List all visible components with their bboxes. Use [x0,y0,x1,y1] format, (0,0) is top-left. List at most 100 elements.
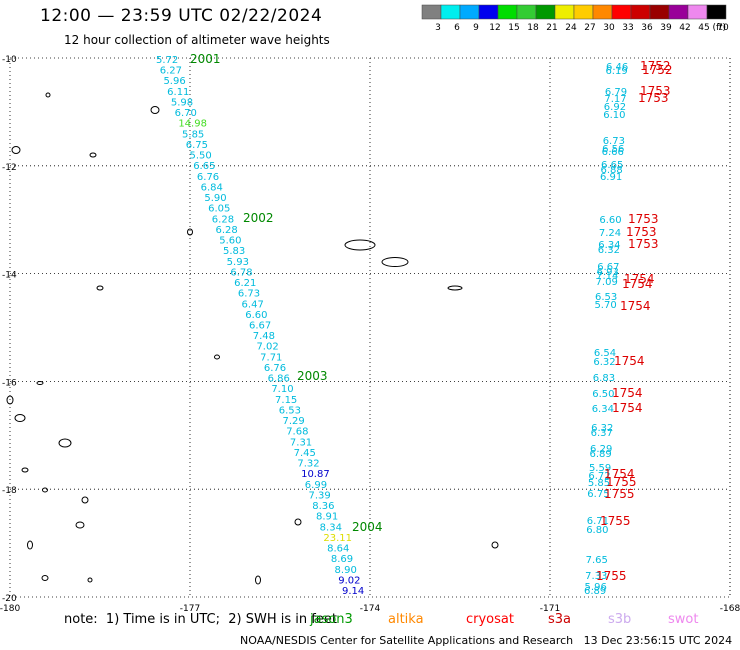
plot-border [9,57,731,598]
chart-subtitle: 12 hour collection of altimeter wave hei… [64,33,330,47]
wave-height-label: 7.71 [260,352,282,363]
wave-height-label: 6.89 [584,586,606,597]
wave-height-label: 6.54 [594,348,616,359]
time-label: 1755 [596,569,627,583]
y-tick-label: -18 [2,486,17,496]
island-outline [214,354,220,360]
wave-height-label: 6.73 [238,289,260,300]
wave-height-label: 6.83 [593,373,615,384]
wave-height-label: 6.71 [587,516,609,527]
wave-height-label: 6.80 [586,525,608,536]
wave-height-label: 7.17 [604,94,626,105]
time-label: 2002 [243,211,274,225]
time-label: 1753 [628,237,659,251]
y-tick-label: -10 [2,55,17,65]
wave-height-label: 6.73 [603,136,625,147]
chart-title: 12:00 — 23:59 UTC 02/22/2024 [40,6,323,26]
wave-height-label: 9.02 [338,575,360,586]
wave-height-label: 5.98 [171,97,193,108]
island-outline [381,257,409,267]
time-label: 1754 [612,386,643,400]
scale-label: 21 [546,23,557,32]
wave-height-label: 6.86 [268,374,290,385]
time-label: 1754 [624,272,655,286]
island-outline [96,285,104,291]
island-outline [294,518,302,526]
wave-height-label: 6.93 [597,267,619,278]
scale-label: 36 [641,23,653,32]
wave-height-label: 14.98 [178,119,207,130]
jason3-track: 5.726.275.966.115.986.7014.985.856.755.5… [156,52,383,597]
time-label: 1753 [638,91,669,105]
wave-height-label: 6.65 [601,160,623,171]
time-label: 1755 [606,475,637,489]
island-outline [81,496,89,504]
satellite-label: s3b [608,612,632,627]
wave-height-label: 6.91 [600,172,622,183]
wave-height-label: 8.90 [335,565,357,576]
scale-label: 45 [698,23,709,32]
island-outline [344,239,376,251]
scale-label: 9 [473,23,479,32]
wave-height-label: 5.85 [182,129,204,140]
wave-height-label: 7.31 [290,437,312,448]
wave-height-label: 6.78 [230,267,252,278]
wave-height-label: 5.93 [227,257,249,268]
wave-height-label: 6.70 [175,108,197,119]
scale-label: 70 [717,23,729,32]
island-outline [187,228,193,236]
time-label: 1752 [640,59,671,73]
island-outline [255,575,261,585]
wave-height-label: 7.33 [585,571,607,582]
wave-height-label: 6.28 [212,214,234,225]
wave-height-label: 23.11 [323,533,352,544]
wave-height-label: 6.05 [208,204,230,215]
wave-height-label: 6.75 [587,489,609,500]
time-label: 1753 [640,84,671,98]
wave-height-label: 6.32 [591,423,613,434]
wave-height-label: 6.75 [186,140,208,151]
satellite-label: swot [668,612,699,627]
island-outline [14,414,26,422]
wave-height-label: 8.36 [312,501,334,512]
satellite-label: cryosat [466,612,514,627]
wave-height-label: 6.21 [234,278,256,289]
cryosat-track: 6.466.19 6.797.176.926.10 6.736.566.66 6.65… [584,59,673,597]
wave-height-label: 6.29 [590,444,612,455]
wave-height-label: 6.50 [592,389,614,400]
island-outline [58,438,72,448]
satellite-label: altika [388,612,424,627]
wave-height-label: 5.72 [156,55,178,66]
x-tick-label: -168 [720,604,740,614]
coastlines [6,92,499,585]
time-label: 2001 [190,52,221,66]
wave-height-label: 7.68 [286,427,308,438]
time-label: 2004 [352,520,383,534]
y-tick-label: -14 [2,271,17,281]
scale-label: 24 [565,23,577,32]
wave-height-label: 6.84 [201,182,223,193]
wave-height-label: 7.29 [282,416,304,427]
island-outline [491,541,499,549]
wave-height-label: 6.79 [605,87,627,98]
wave-height-label: 7.09 [596,277,618,288]
scale-label: 39 [660,23,672,32]
wave-height-label: 6.60 [599,215,621,226]
wave-height-label: 6.92 [604,102,626,113]
x-tick-label: -180 [0,604,20,614]
wave-height-label: 7.65 [586,555,608,566]
wave-height-label: 7.32 [297,459,319,470]
wave-height-label: 9.14 [342,586,364,597]
wave-height-label: 6.53 [595,292,617,303]
island-outline [447,285,463,291]
scale-label: 33 [622,23,633,32]
scale-label: 42 [679,23,690,32]
time-label: 1752 [642,63,673,77]
wave-height-label: 6.19 [605,66,627,77]
wave-height-label: 6.32 [598,245,620,256]
wave-height-label: 6.11 [167,87,189,98]
wave-height-label: 6.60 [245,310,267,321]
scale-label: 3 [435,23,441,32]
wave-height-label: 7.02 [256,342,278,353]
